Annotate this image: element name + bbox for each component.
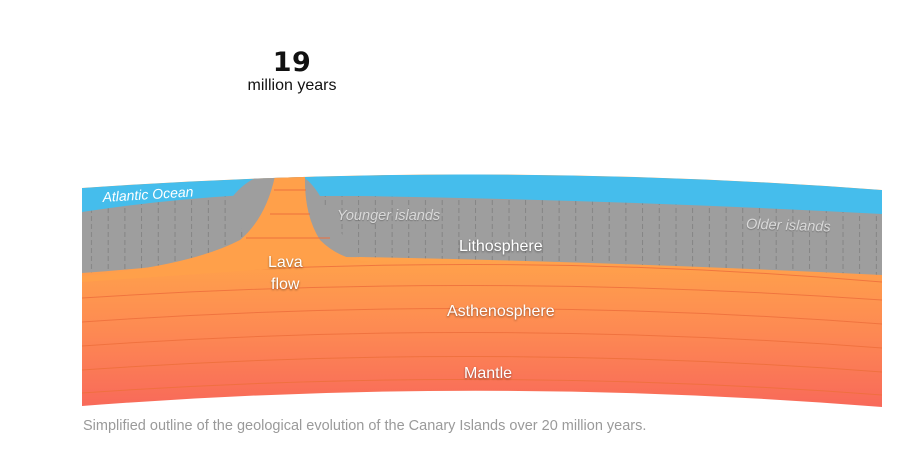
label-flow: flow — [271, 276, 300, 293]
label-lithosphere: Lithosphere — [459, 238, 543, 255]
time-counter: 19 million years — [232, 48, 352, 96]
time-unit: million years — [247, 77, 337, 94]
label-younger-islands: Younger islands — [337, 208, 441, 224]
label-lava: Lava — [268, 254, 303, 271]
label-mantle: Mantle — [464, 365, 513, 382]
layer-lines — [82, 263, 882, 396]
label-older-islands: Older islands — [745, 216, 831, 236]
label-asthenosphere: Asthenosphere — [447, 303, 555, 320]
lava-flow — [82, 176, 370, 282]
figure-caption: Simplified outline of the geological evo… — [83, 418, 647, 434]
time-value: 19 — [272, 47, 312, 78]
ocean-layer — [82, 174, 882, 214]
